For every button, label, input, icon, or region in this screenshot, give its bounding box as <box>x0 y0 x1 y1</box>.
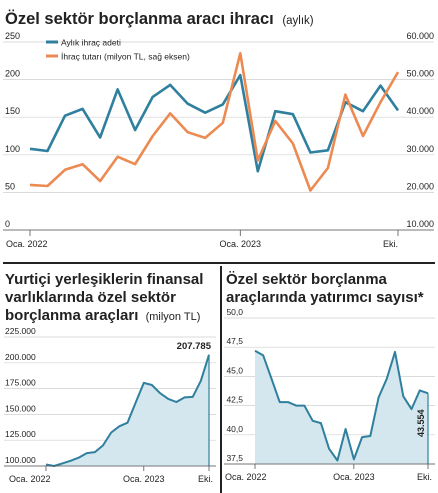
y-right-tick-label: 60.000 <box>406 31 434 41</box>
last-value-label: 43.554 <box>416 410 426 438</box>
y-left-tick-label: 150 <box>5 106 20 116</box>
issuance-chart: Özel sektör borçlanma aracı ihracı (aylı… <box>3 9 434 249</box>
y-tick-label: 200.000 <box>5 352 36 362</box>
left-title-unit: (milyon TL) <box>146 311 201 323</box>
series-line-count <box>29 73 400 173</box>
y-right-tick-label: 30.000 <box>406 144 434 154</box>
x-tick-label: Oca. 2023 <box>333 472 375 482</box>
x-tick-label: Eki. <box>383 239 398 249</box>
top-chart-subtitle: (aylık) <box>282 15 313 27</box>
y-right-tick-label: 40.000 <box>406 106 434 116</box>
right-title-line-1: Özel sektör borçlanma <box>226 271 388 288</box>
y-tick-label: 125.000 <box>5 429 36 439</box>
svg-text:borçlanma araçları (mily: borçlanma araçları (milyon TL) <box>5 307 200 324</box>
x-tick-label: Eki. <box>417 472 432 482</box>
y-tick-label: 40,0 <box>226 424 243 434</box>
area-fill <box>46 354 209 466</box>
y-right-tick-label: 20.000 <box>406 181 434 191</box>
legend-label-amount: İhraç tutarı (milyon TL, sağ eksen) <box>61 52 190 62</box>
x-tick-label: Oca. 2022 <box>9 474 51 484</box>
legend-label-count: Aylık ihraç adeti <box>61 38 121 48</box>
y-tick-label: 150.000 <box>5 403 36 413</box>
y-tick-label: 45,0 <box>226 365 243 375</box>
x-tick-label: Oca. 2022 <box>6 239 48 249</box>
y-tick-label: 47,5 <box>226 336 243 346</box>
left-title-line-2: varlıklarında özel sektör <box>5 289 176 306</box>
y-left-tick-label: 250 <box>5 31 20 41</box>
y-tick-label: 225.000 <box>5 326 36 336</box>
y-right-tick-label: 50.000 <box>406 69 434 79</box>
x-tick-label: Eki. <box>198 474 213 484</box>
series-line <box>45 354 210 467</box>
section-divider <box>3 262 435 264</box>
series-line-amount <box>29 51 400 192</box>
x-tick-label: Oca. 2023 <box>123 474 165 484</box>
svg-text:Özel sektör borçlanma aracı ih: Özel sektör borçlanma aracı ihracı (aylı… <box>5 9 314 28</box>
left-title-line-1: Yurtiçi yerleşiklerin finansal <box>5 271 203 288</box>
y-left-tick-label: 100 <box>5 144 20 154</box>
investor-count-chart: Özel sektör borçlanma araçlarında yatırı… <box>224 271 435 482</box>
top-chart-title: Özel sektör borçlanma aracı ihracı <box>5 9 274 28</box>
y-left-tick-label: 200 <box>5 69 20 79</box>
left-title-line-3: borçlanma araçları <box>5 307 138 324</box>
y-tick-label: 175.000 <box>5 378 36 388</box>
area-fill <box>255 350 428 464</box>
y-right-tick-label: 10.000 <box>406 219 434 229</box>
last-value-label: 207.785 <box>177 341 212 352</box>
y-tick-label: 37,5 <box>226 453 243 463</box>
y-tick-label: 42,5 <box>226 395 243 405</box>
y-left-tick-label: 0 <box>5 219 10 229</box>
bottom-divider <box>220 266 222 493</box>
financial-assets-chart: Yurtiçi yerleşiklerin finansal varlıklar… <box>4 271 216 484</box>
y-tick-label: 50,0 <box>226 307 243 317</box>
series-line <box>254 349 429 462</box>
x-tick-label: Oca. 2023 <box>220 239 262 249</box>
y-tick-label: 100.000 <box>5 455 36 465</box>
y-left-tick-label: 50 <box>5 181 15 191</box>
x-tick-label: Oca. 2022 <box>225 472 267 482</box>
right-title-line-2: araçlarında yatırımcı sayısı* <box>226 289 424 306</box>
